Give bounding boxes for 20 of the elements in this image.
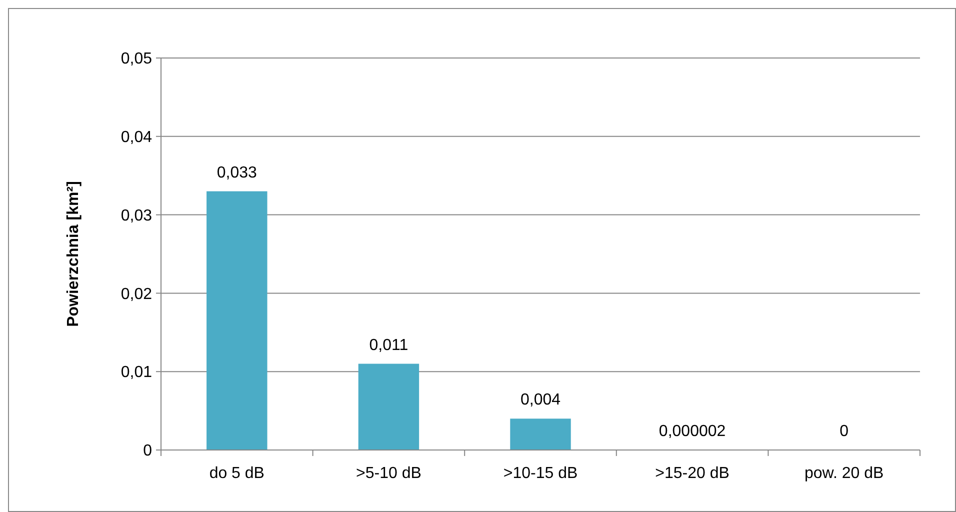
data-label: 0 [840, 423, 849, 440]
y-tick-label: 0,04 [120, 129, 152, 146]
data-label: 0,000002 [658, 422, 726, 440]
y-axis-title: Powierzchnia [km²] [65, 181, 82, 327]
bar [206, 191, 268, 450]
x-tick-label: >15-20 dB [655, 465, 730, 482]
bar [358, 364, 420, 450]
data-label: 0,033 [216, 164, 258, 182]
bar [510, 418, 571, 450]
y-tick-label: 0,02 [120, 286, 152, 303]
y-tick-label: 0,01 [120, 364, 152, 382]
y-tick-label: 0 [143, 442, 152, 460]
x-tick-label: pow. 20 dB [804, 465, 884, 482]
x-tick-label: >5-10 dB [356, 465, 422, 482]
y-tick-label: 0,05 [120, 50, 152, 68]
data-label: 0,004 [520, 392, 561, 409]
data-label: 0,011 [369, 336, 408, 354]
x-tick-label: >10-15 dB [503, 465, 578, 482]
x-tick-label: do 5 dB [209, 465, 264, 482]
y-tick-label: 0,03 [120, 207, 152, 224]
